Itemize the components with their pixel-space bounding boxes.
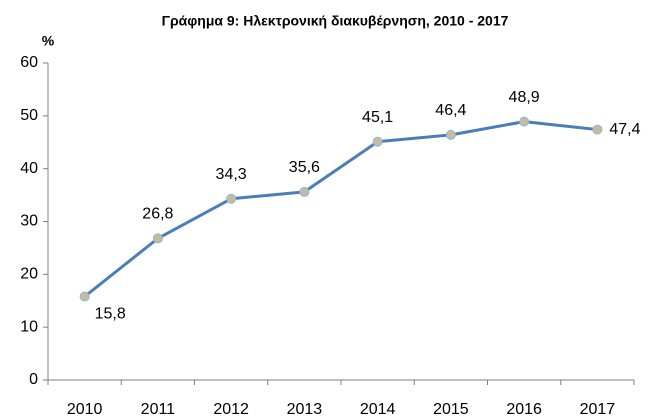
- x-tick-label: 2011: [141, 401, 176, 418]
- data-point: [79, 291, 90, 302]
- y-tick-label: 40: [20, 160, 38, 177]
- y-axis-label: %: [42, 33, 55, 49]
- data-point: [372, 136, 383, 147]
- data-label: 34,3: [216, 166, 247, 183]
- y-tick-label: 50: [20, 107, 38, 124]
- x-tick-label: 2013: [287, 401, 323, 418]
- data-label: 48,9: [509, 89, 540, 106]
- x-tick-label: 2015: [433, 401, 469, 418]
- data-label: 15,8: [95, 306, 126, 323]
- y-tick-label: 30: [20, 213, 38, 230]
- chart-title: Γράφημα 9: Ηλεκτρονική διακυβέρνηση, 201…: [162, 13, 509, 29]
- data-label: 45,1: [362, 109, 393, 126]
- y-tick-label: 20: [20, 266, 38, 283]
- data-point: [445, 129, 456, 140]
- data-point: [299, 186, 310, 197]
- data-point: [226, 193, 237, 204]
- data-point: [519, 116, 530, 127]
- x-tick-label: 2010: [67, 401, 103, 418]
- data-label: 26,8: [142, 206, 173, 223]
- line-series: [83, 120, 598, 298]
- y-tick-label: 60: [20, 54, 38, 71]
- data-point: [152, 233, 163, 244]
- x-tick-label: 2017: [580, 401, 616, 418]
- y-tick-label: 10: [20, 318, 38, 335]
- data-label: 46,4: [435, 102, 466, 119]
- data-label: 35,6: [289, 159, 320, 176]
- x-tick-label: 2016: [506, 401, 542, 418]
- data-point: [592, 124, 603, 135]
- x-tick-label: 2012: [213, 401, 249, 418]
- x-tick-label: 2014: [360, 401, 396, 418]
- data-label: 47,4: [609, 121, 640, 138]
- y-tick-label: 0: [29, 371, 38, 388]
